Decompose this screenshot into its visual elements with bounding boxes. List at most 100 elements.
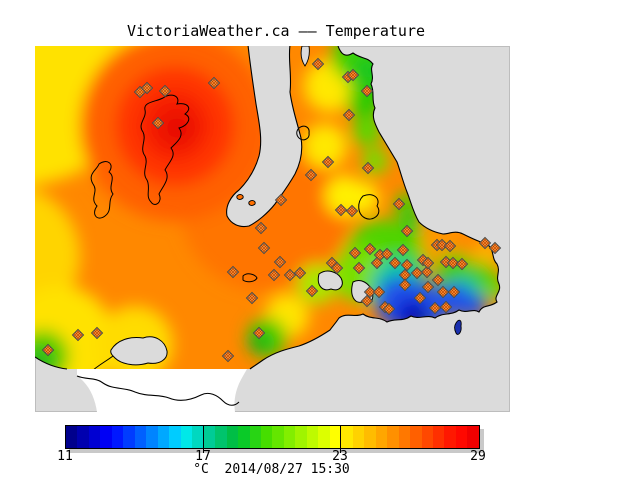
temperature-map	[34, 44, 510, 412]
station-marker[interactable]	[257, 241, 271, 255]
station-marker[interactable]	[421, 256, 435, 270]
coastline-peninsula-east	[249, 45, 501, 370]
station-marker[interactable]	[158, 84, 172, 98]
station-marker[interactable]	[274, 193, 288, 207]
station-marker[interactable]	[348, 246, 362, 260]
esquimalt-harbour	[317, 270, 343, 291]
station-marker[interactable]	[392, 197, 406, 211]
inlet-islet-2	[248, 200, 256, 206]
station-markers	[41, 57, 502, 363]
station-marker[interactable]	[396, 243, 410, 257]
coastline-nodata-land	[76, 375, 240, 406]
lake-outline-small	[296, 125, 310, 141]
station-marker[interactable]	[293, 266, 307, 280]
colorbar-step	[157, 426, 170, 448]
colorbar-step	[123, 426, 135, 448]
station-marker[interactable]	[71, 328, 85, 342]
colorbar-tick-line	[203, 425, 204, 453]
station-marker[interactable]	[488, 241, 502, 255]
station-marker[interactable]	[372, 285, 386, 299]
station-marker[interactable]	[352, 261, 366, 275]
station-marker[interactable]	[380, 247, 394, 261]
station-marker[interactable]	[436, 285, 450, 299]
station-marker[interactable]	[360, 84, 374, 98]
nodata-land	[77, 369, 247, 412]
colorbar-step	[77, 426, 89, 448]
colorbar-step	[387, 426, 399, 448]
station-marker[interactable]	[226, 265, 240, 279]
colorbar-step	[306, 426, 319, 448]
colorbar	[65, 425, 480, 449]
colorbar-step	[111, 426, 124, 448]
station-marker[interactable]	[90, 326, 104, 340]
colorbar-step	[134, 426, 147, 448]
station-marker[interactable]	[305, 284, 319, 298]
station-marker[interactable]	[252, 326, 266, 340]
station-marker[interactable]	[330, 261, 344, 275]
colorbar-tick-label: 17	[195, 449, 211, 464]
station-marker[interactable]	[245, 291, 259, 305]
station-marker[interactable]	[439, 300, 453, 314]
colorbar-tick-label: 23	[332, 449, 348, 464]
colorbar-step	[249, 426, 261, 448]
station-marker[interactable]	[267, 268, 281, 282]
station-marker[interactable]	[151, 116, 165, 130]
colorbar-step	[329, 426, 342, 448]
colorbar-step	[88, 426, 101, 448]
colorbar-step	[203, 426, 216, 448]
colorbar-step	[66, 426, 78, 448]
station-marker[interactable]	[311, 57, 325, 71]
station-marker[interactable]	[273, 255, 287, 269]
sooke-basin	[110, 336, 168, 366]
saanich-inlet	[226, 44, 303, 228]
station-marker[interactable]	[334, 203, 348, 217]
station-marker[interactable]	[443, 239, 457, 253]
station-marker[interactable]	[140, 81, 154, 95]
station-marker[interactable]	[428, 301, 442, 315]
colorbar-step	[295, 426, 307, 448]
heat-blob	[347, 182, 379, 214]
station-marker[interactable]	[304, 168, 318, 182]
station-marker[interactable]	[221, 349, 235, 363]
station-marker[interactable]	[382, 302, 396, 316]
station-marker[interactable]	[400, 258, 414, 272]
station-marker[interactable]	[346, 68, 360, 82]
station-marker[interactable]	[435, 238, 449, 252]
station-marker[interactable]	[400, 224, 414, 238]
station-marker[interactable]	[420, 265, 434, 279]
station-marker[interactable]	[370, 256, 384, 270]
colorbar-step	[433, 426, 445, 448]
station-marker[interactable]	[413, 291, 427, 305]
colorbar-caption: °C 2014/08/27 15:30	[193, 462, 350, 477]
station-marker[interactable]	[41, 343, 55, 357]
heat-blob	[303, 124, 347, 168]
station-marker[interactable]	[388, 256, 402, 270]
station-marker[interactable]	[410, 266, 424, 280]
station-marker[interactable]	[398, 278, 412, 292]
station-marker[interactable]	[421, 280, 435, 294]
station-marker[interactable]	[446, 256, 460, 270]
station-marker[interactable]	[254, 221, 268, 235]
station-marker[interactable]	[283, 268, 297, 282]
station-marker[interactable]	[455, 257, 469, 271]
station-marker[interactable]	[207, 76, 221, 90]
station-marker[interactable]	[431, 273, 445, 287]
station-marker[interactable]	[345, 204, 359, 218]
lake-outline-langford	[242, 273, 258, 283]
colorbar-tick-line	[340, 425, 341, 453]
inlet-islet-1	[236, 194, 244, 200]
station-marker[interactable]	[363, 242, 377, 256]
station-marker[interactable]	[478, 236, 492, 250]
colorbar-step	[180, 426, 193, 448]
station-marker[interactable]	[321, 155, 335, 169]
colorbar-step	[192, 426, 204, 448]
station-marker[interactable]	[361, 161, 375, 175]
station-marker[interactable]	[363, 285, 377, 299]
station-marker[interactable]	[342, 108, 356, 122]
map-canvas	[34, 44, 510, 412]
station-marker[interactable]	[360, 294, 374, 308]
station-marker[interactable]	[447, 285, 461, 299]
colorbar-step	[283, 426, 296, 448]
colorbar-step	[444, 426, 456, 448]
heat-blob	[161, 112, 193, 144]
